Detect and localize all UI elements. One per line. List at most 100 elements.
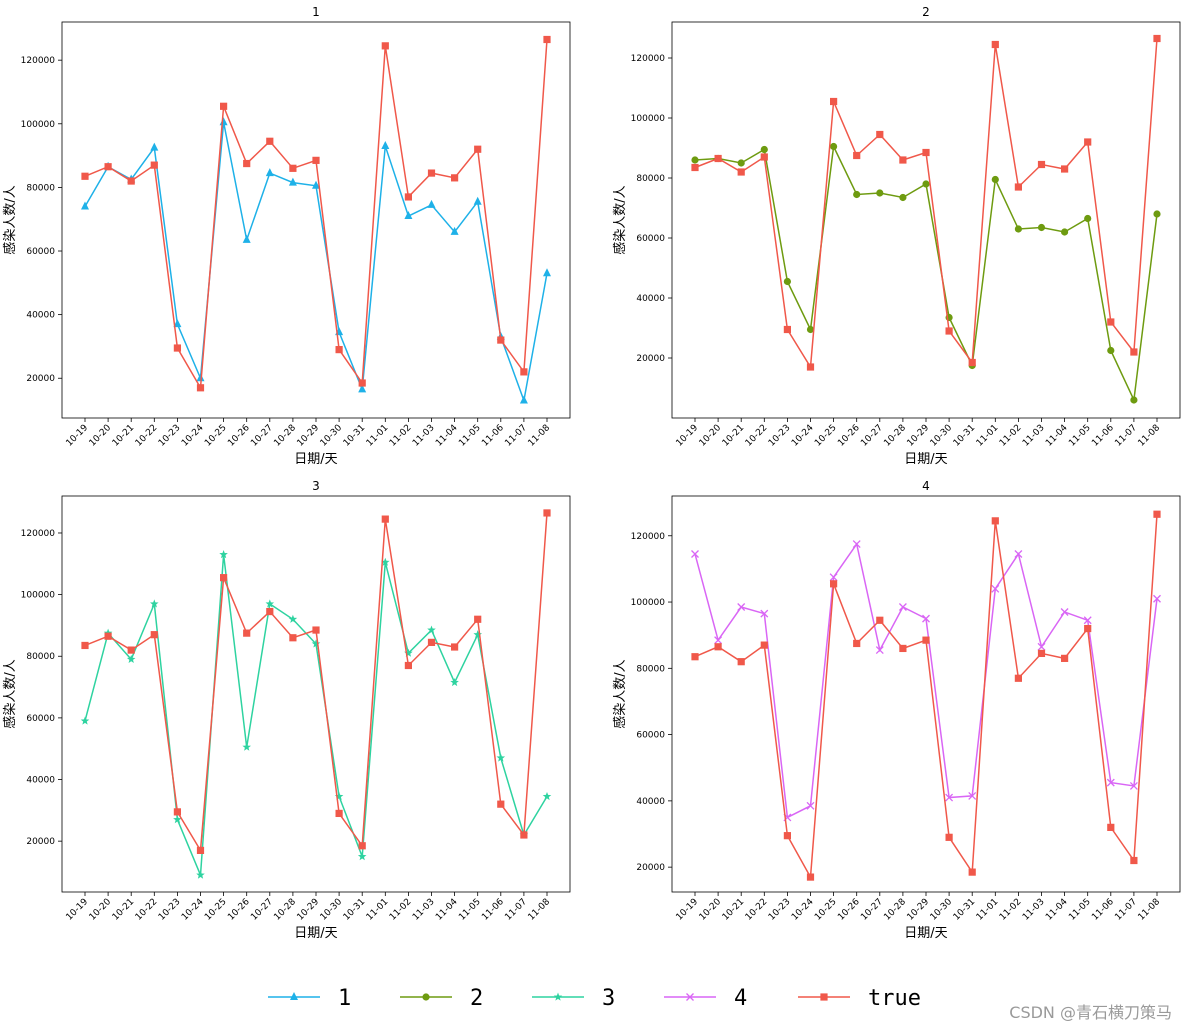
y-tick-label: 120000 xyxy=(631,54,666,64)
data-point xyxy=(691,550,699,558)
data-point xyxy=(829,573,838,582)
data-point xyxy=(1107,318,1115,326)
legend-item-2: 2 xyxy=(400,986,483,1011)
data-point xyxy=(196,384,205,392)
x-tick-label: 10-29 xyxy=(296,423,322,449)
legend-label: 2 xyxy=(470,986,483,1011)
data-point xyxy=(289,164,297,172)
x-tick-label: 10-21 xyxy=(111,423,137,449)
data-point xyxy=(783,832,791,840)
data-point xyxy=(473,630,482,639)
y-tick-label: 100000 xyxy=(21,120,56,130)
data-point xyxy=(358,379,366,387)
y-tick-label: 60000 xyxy=(26,247,55,257)
data-point xyxy=(899,156,907,164)
chart-title: 1 xyxy=(312,5,320,19)
data-point xyxy=(783,277,792,286)
x-tick-label: 11-08 xyxy=(527,423,553,449)
data-point xyxy=(899,193,907,202)
x-tick-label: 10-29 xyxy=(296,897,322,923)
y-tick-label: 40000 xyxy=(26,776,55,786)
x-tick-label: 11-04 xyxy=(434,423,460,449)
data-point xyxy=(691,156,699,164)
data-point xyxy=(196,870,205,879)
x-tick-label: 10-24 xyxy=(790,423,816,449)
x-tick-label: 10-27 xyxy=(859,897,885,923)
data-point xyxy=(427,169,436,177)
marker-x-stroke xyxy=(968,791,977,800)
x-tick-label: 11-04 xyxy=(1044,423,1070,449)
data-point xyxy=(381,141,390,150)
y-axis-label: 感染人数/人 xyxy=(612,185,628,254)
data-point xyxy=(737,658,745,666)
y-tick-label: 60000 xyxy=(636,731,665,741)
y-tick-label: 40000 xyxy=(26,311,55,321)
data-point xyxy=(104,163,112,171)
data-point xyxy=(1130,396,1138,404)
marker-x-stroke xyxy=(1083,616,1092,625)
data-point xyxy=(853,639,861,648)
x-tick-label: 11-04 xyxy=(1044,897,1070,923)
y-tick-label: 20000 xyxy=(636,863,665,873)
data-point xyxy=(173,815,182,824)
y-tick-label: 60000 xyxy=(636,234,665,244)
x-tick-label: 11-05 xyxy=(1067,423,1093,449)
data-point xyxy=(1153,34,1161,43)
data-point xyxy=(543,268,551,277)
x-tick-label: 11-02 xyxy=(388,897,414,923)
x-tick-label: 10-31 xyxy=(342,897,368,923)
data-point xyxy=(1084,138,1092,146)
x-tick-label: 10-26 xyxy=(226,897,252,923)
data-point xyxy=(991,584,1000,593)
plot-frame xyxy=(61,495,571,893)
y-tick-label: 100000 xyxy=(631,598,666,608)
x-tick-label: 10-26 xyxy=(836,897,862,923)
data-point xyxy=(945,793,954,802)
data-point xyxy=(737,168,745,176)
x-tick-label: 11-06 xyxy=(1090,423,1116,449)
x-tick-label: 11-05 xyxy=(457,897,483,923)
x-tick-label: 11-06 xyxy=(480,423,506,449)
x-axis-label: 日期/天 xyxy=(904,452,947,467)
legend-marker xyxy=(820,993,828,1001)
data-point xyxy=(1037,649,1046,658)
data-point xyxy=(852,540,861,549)
x-tick-label: 11-05 xyxy=(1067,897,1093,923)
data-point xyxy=(542,791,552,801)
x-tick-label: 10-28 xyxy=(882,423,908,449)
legend-item-3: 3 xyxy=(532,986,615,1011)
data-point xyxy=(358,842,366,850)
data-point xyxy=(288,177,297,186)
data-point xyxy=(806,873,815,881)
x-tick-label: 11-03 xyxy=(1021,897,1047,923)
x-tick-label: 10-29 xyxy=(906,897,932,923)
data-point xyxy=(451,174,459,182)
y-tick-label: 100000 xyxy=(631,114,666,124)
data-point xyxy=(196,373,205,382)
x-tick-label: 11-02 xyxy=(998,423,1024,449)
data-point xyxy=(219,117,228,126)
x-tick-label: 10-20 xyxy=(698,423,724,449)
y-tick-label: 100000 xyxy=(21,591,56,601)
x-tick-label: 10-31 xyxy=(342,423,368,449)
data-point xyxy=(1037,160,1046,169)
data-point xyxy=(497,336,505,344)
legend-label: true xyxy=(868,986,921,1011)
data-point xyxy=(474,615,482,623)
series-line xyxy=(694,514,1158,880)
marker-x-stroke xyxy=(829,573,838,582)
x-tick-label: 10-28 xyxy=(882,897,908,923)
x-tick-label: 10-29 xyxy=(906,423,932,449)
x-tick-label: 10-31 xyxy=(952,423,978,449)
marker-x-stroke xyxy=(1153,594,1161,603)
y-tick-label: 20000 xyxy=(26,374,55,384)
data-point xyxy=(289,634,297,642)
x-tick-label: 11-08 xyxy=(527,897,553,923)
data-point xyxy=(543,35,551,44)
x-axis-label: 日期/天 xyxy=(904,926,947,941)
legend-marker xyxy=(422,993,430,1001)
data-point xyxy=(150,631,158,639)
data-point xyxy=(312,180,320,189)
marker-x-stroke xyxy=(1060,608,1069,616)
data-point xyxy=(1130,856,1138,865)
